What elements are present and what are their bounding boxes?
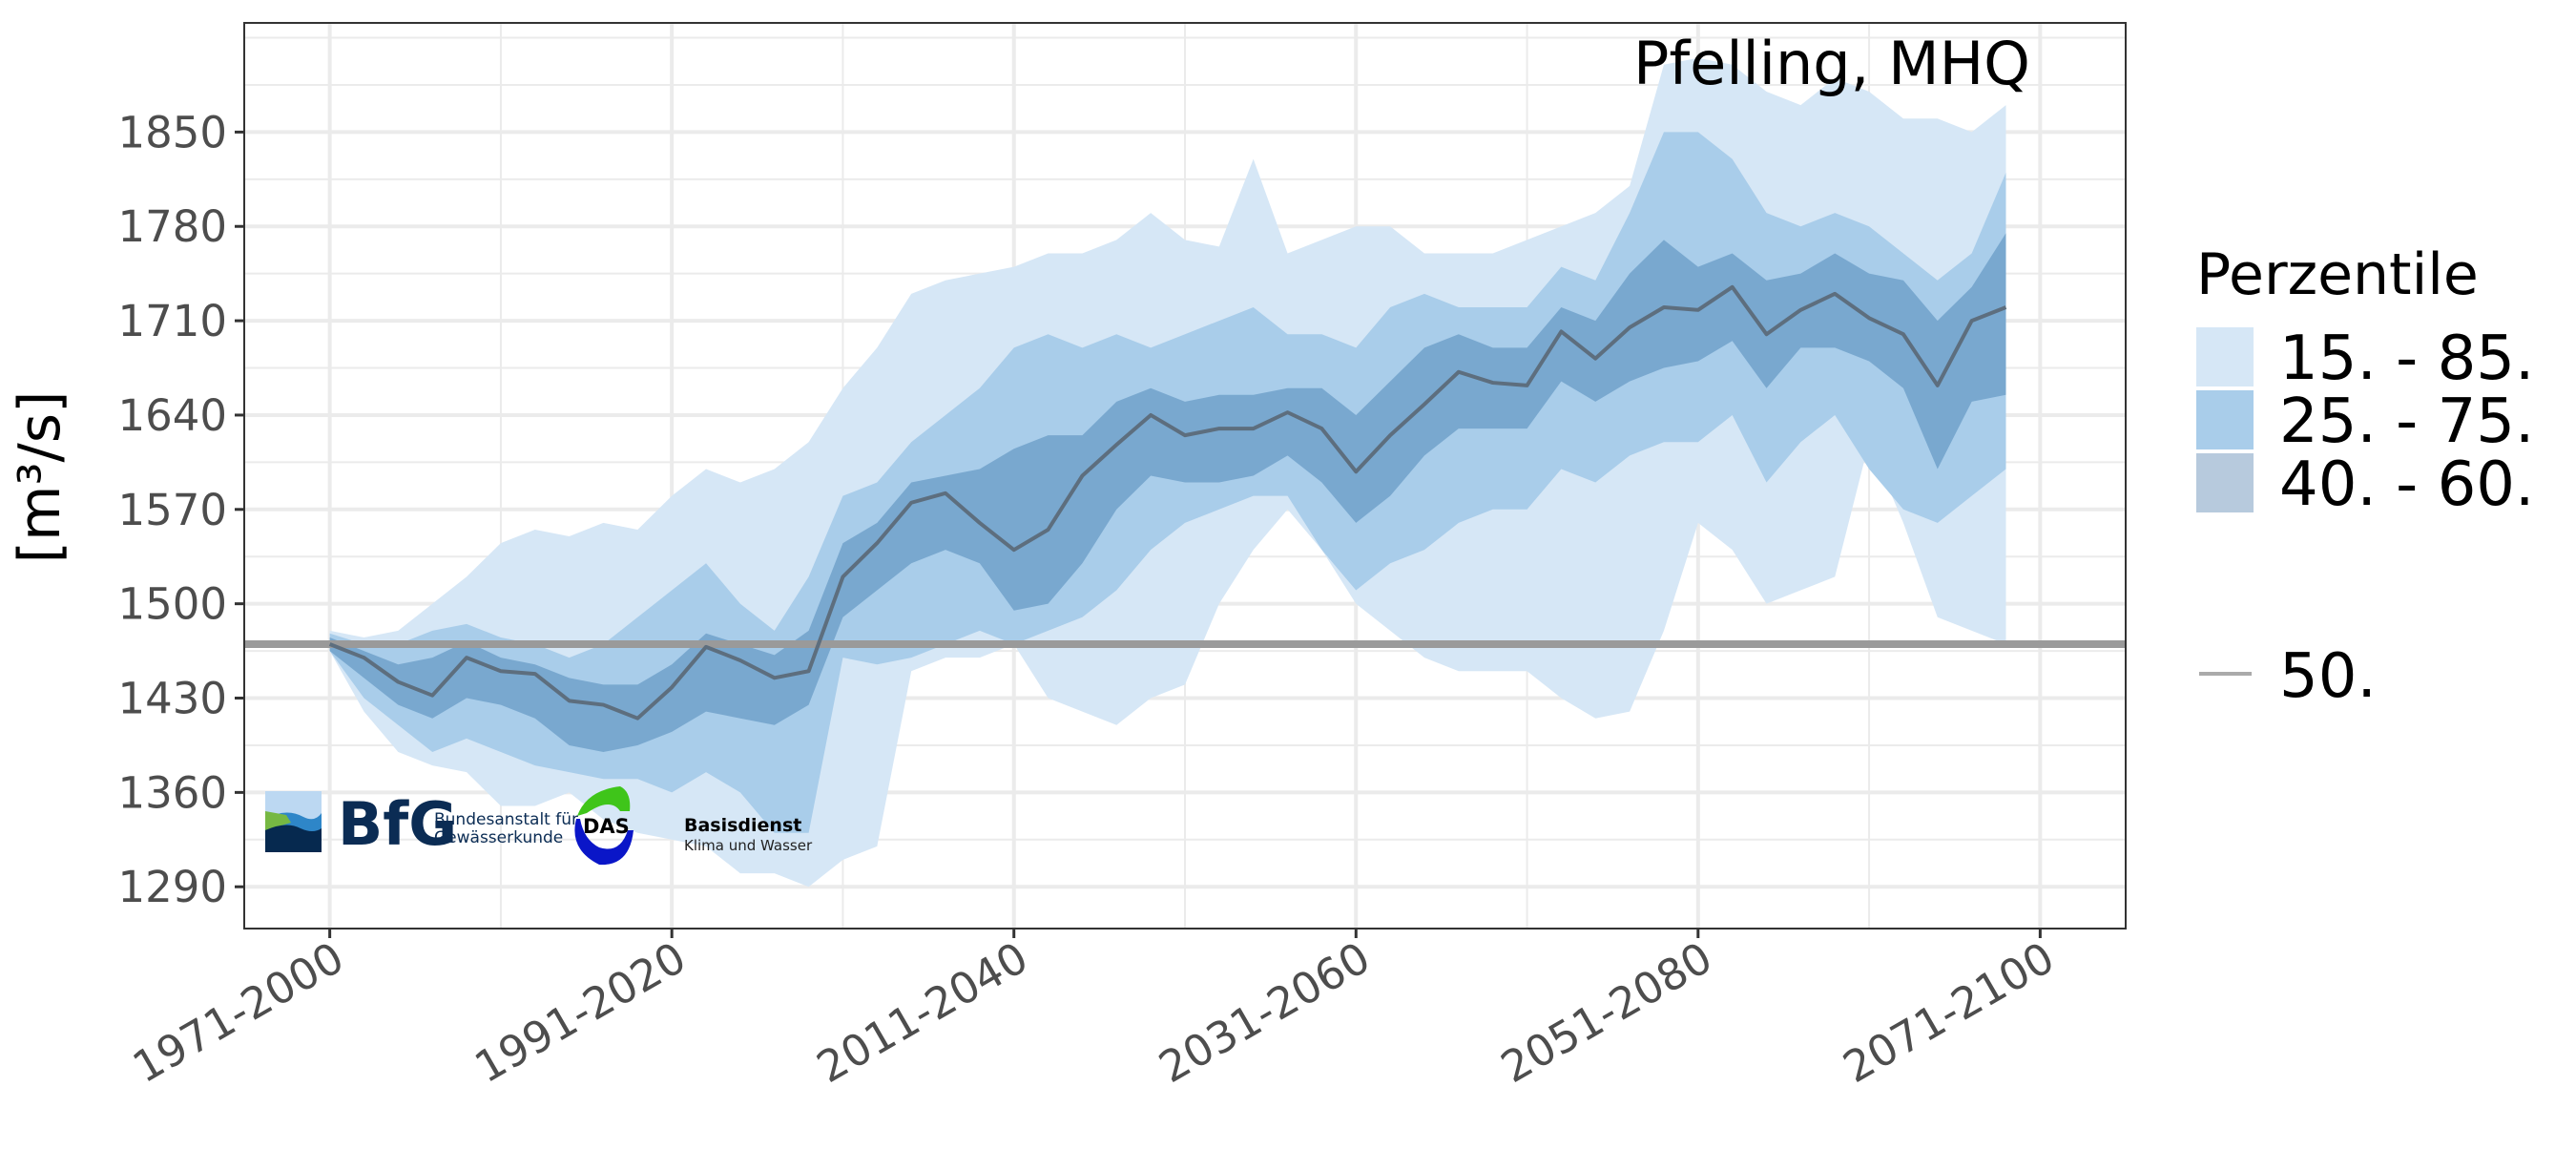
das-logo-line1: Basisdienst: [684, 815, 801, 836]
bfg-logo: BfG Bundesanstalt für Gewässerkunde: [265, 789, 578, 859]
bfg-logo-line1: Bundesanstalt für: [434, 810, 578, 829]
bfg-logo-line2: Gewässerkunde: [434, 828, 563, 847]
median-line: [328, 284, 2007, 721]
percentile-bands: [329, 57, 2006, 888]
y-tick-label: 1710: [117, 296, 227, 346]
legend-label-band: 40. - 60.: [2279, 449, 2534, 520]
y-tick-label: 1570: [117, 485, 227, 535]
plot-border: [243, 22, 2127, 930]
y-tick-label: 1640: [117, 390, 227, 441]
y-tick-label: 1850: [117, 107, 227, 157]
das-logo: DAS Basisdienst Klima und Wasser: [574, 786, 813, 866]
chart-title: Pfelling, MHQ: [1633, 29, 2030, 98]
y-tick-label: 1780: [117, 201, 227, 252]
y-axis: 1290 1360 1430 1500 1570 1640 1710 1780 1850: [117, 107, 244, 912]
y-tick-label: 1500: [117, 579, 227, 630]
y-tick-label: 1360: [117, 767, 227, 818]
band-40-60: [329, 233, 2006, 753]
legend-key-band: [2196, 327, 2254, 386]
legend-label-median: 50.: [2279, 641, 2377, 712]
legend-key-band: [2196, 390, 2254, 449]
legend: Perzentile 15. - 85.25. - 75.40. - 60. 5…: [2196, 241, 2534, 712]
legend-title: Perzentile: [2196, 241, 2479, 308]
legend-label-band: 25. - 75.: [2279, 386, 2534, 457]
bfg-logo-mark: BfG: [338, 789, 457, 859]
y-axis-label: [m³/s]: [7, 391, 73, 564]
y-tick-label: 1430: [117, 674, 227, 724]
das-logo-line2: Klima und Wasser: [684, 837, 813, 854]
y-tick-label: 1290: [117, 862, 227, 912]
das-logo-mark: DAS: [583, 815, 630, 838]
median-series: [328, 284, 2007, 721]
legend-label-band: 15. - 85.: [2279, 324, 2534, 394]
legend-key-band: [2196, 453, 2254, 512]
